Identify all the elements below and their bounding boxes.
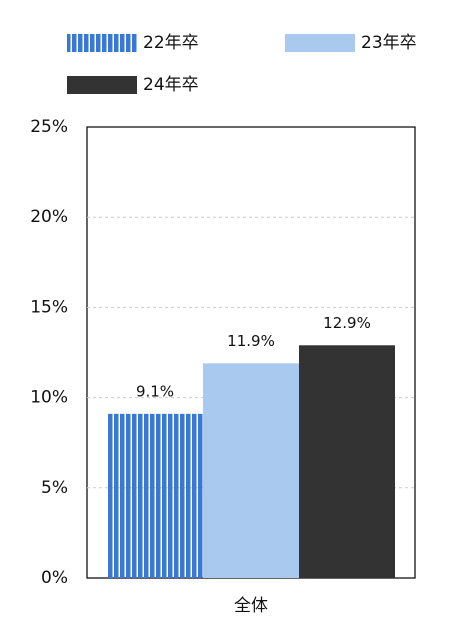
y-tick-label: 5%	[41, 478, 68, 498]
bar	[203, 363, 299, 578]
y-tick-label: 10%	[30, 388, 68, 408]
y-tick-label: 25%	[30, 117, 68, 137]
value-label: 12.9%	[323, 314, 371, 332]
legend-swatch	[67, 34, 137, 52]
y-tick-label: 15%	[30, 297, 68, 317]
y-tick-label: 0%	[41, 568, 68, 588]
value-label: 11.9%	[227, 332, 275, 350]
legend-swatch	[285, 34, 355, 52]
legend-swatch	[67, 76, 137, 94]
x-tick-label: 全体	[234, 596, 268, 616]
y-tick-label: 20%	[30, 207, 68, 227]
legend-label: 24年卒	[143, 75, 199, 95]
bar	[299, 345, 395, 578]
bar	[107, 413, 203, 578]
value-label: 9.1%	[136, 382, 174, 400]
legend-label: 23年卒	[361, 33, 417, 53]
legend-label: 22年卒	[143, 33, 199, 53]
